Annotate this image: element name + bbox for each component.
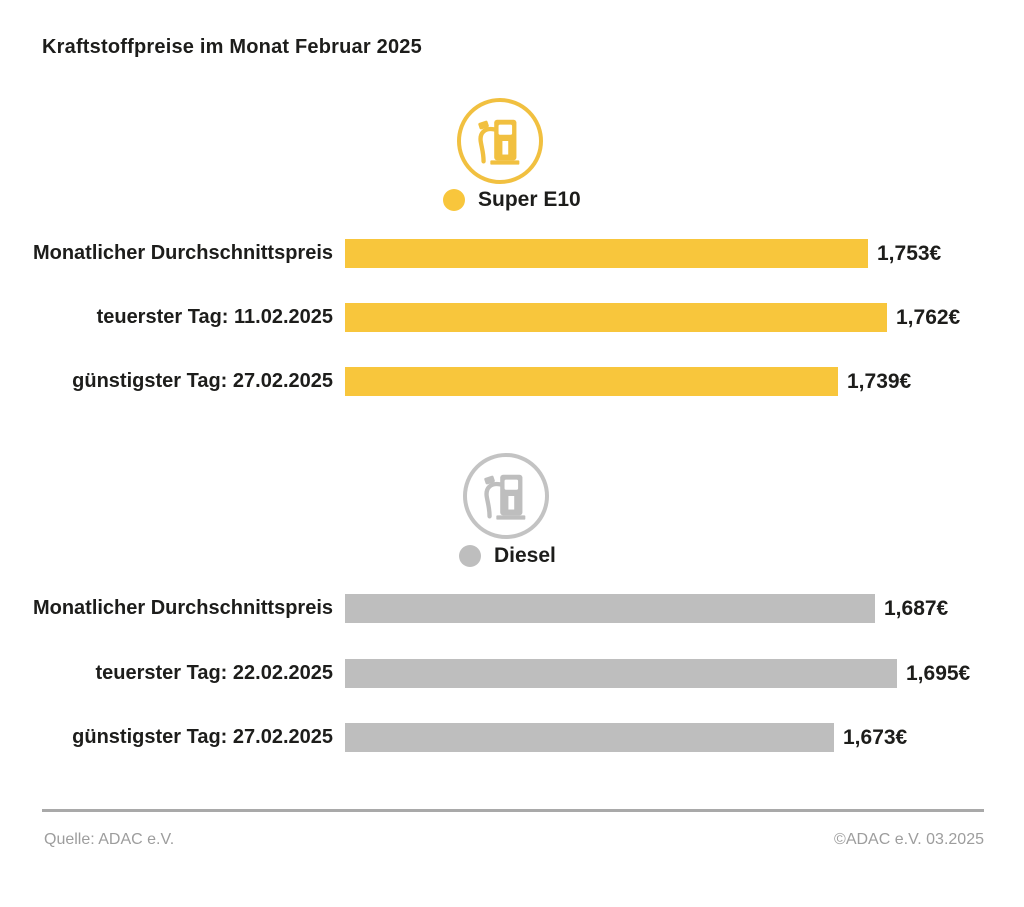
legend-diesel: Diesel — [459, 544, 556, 568]
diesel-fuel-pump-icon — [463, 453, 549, 539]
legend-super-e10: Super E10 — [443, 188, 581, 212]
bar-label: günstigster Tag: 27.02.2025 — [72, 726, 333, 748]
bar-row-super-avg: Monatlicher Durchschnittspreis 1,753€ — [0, 239, 1024, 268]
bar-value: 1,739€ — [847, 369, 912, 393]
bar-row-super-min: günstigster Tag: 27.02.2025 1,739€ — [0, 367, 1024, 396]
bar-value: 1,687€ — [884, 596, 949, 620]
bar — [345, 723, 834, 752]
bar — [345, 367, 838, 396]
super-e10-fuel-pump-icon — [457, 98, 543, 184]
bar-row-diesel-min: günstigster Tag: 27.02.2025 1,673€ — [0, 723, 1024, 752]
bar-value: 1,673€ — [843, 725, 908, 749]
bar-label: teuerster Tag: 22.02.2025 — [95, 662, 333, 684]
bar — [345, 303, 887, 332]
bar-row-diesel-avg: Monatlicher Durchschnittspreis 1,687€ — [0, 594, 1024, 623]
bar — [345, 659, 897, 688]
bar-row-diesel-max: teuerster Tag: 22.02.2025 1,695€ — [0, 659, 1024, 688]
footer-copyright: ©ADAC e.V. 03.2025 — [834, 831, 984, 848]
bar-label: günstigster Tag: 27.02.2025 — [72, 370, 333, 392]
page-title: Kraftstoffpreise im Monat Februar 2025 — [42, 36, 422, 58]
bar-label: Monatlicher Durchschnittspreis — [32, 597, 333, 619]
bar-label: Monatlicher Durchschnittspreis — [32, 242, 333, 264]
fuel-pump-icon — [484, 474, 526, 520]
bar-value: 1,753€ — [877, 241, 942, 265]
bar — [345, 594, 875, 623]
bar-row-super-max: teuerster Tag: 11.02.2025 1,762€ — [0, 303, 1024, 332]
bar-label: teuerster Tag: 11.02.2025 — [96, 306, 333, 328]
legend-label-diesel: Diesel — [494, 544, 556, 567]
footer-source: Quelle: ADAC e.V. — [44, 831, 175, 848]
fuel-pump-icon — [478, 119, 520, 165]
bar-value: 1,695€ — [906, 661, 971, 685]
bar — [345, 239, 868, 268]
bar-value: 1,762€ — [896, 305, 961, 329]
legend-label-super: Super E10 — [478, 188, 581, 211]
legend-dot-diesel — [459, 545, 481, 567]
footer-divider — [42, 809, 984, 812]
legend-dot-super — [443, 189, 465, 211]
